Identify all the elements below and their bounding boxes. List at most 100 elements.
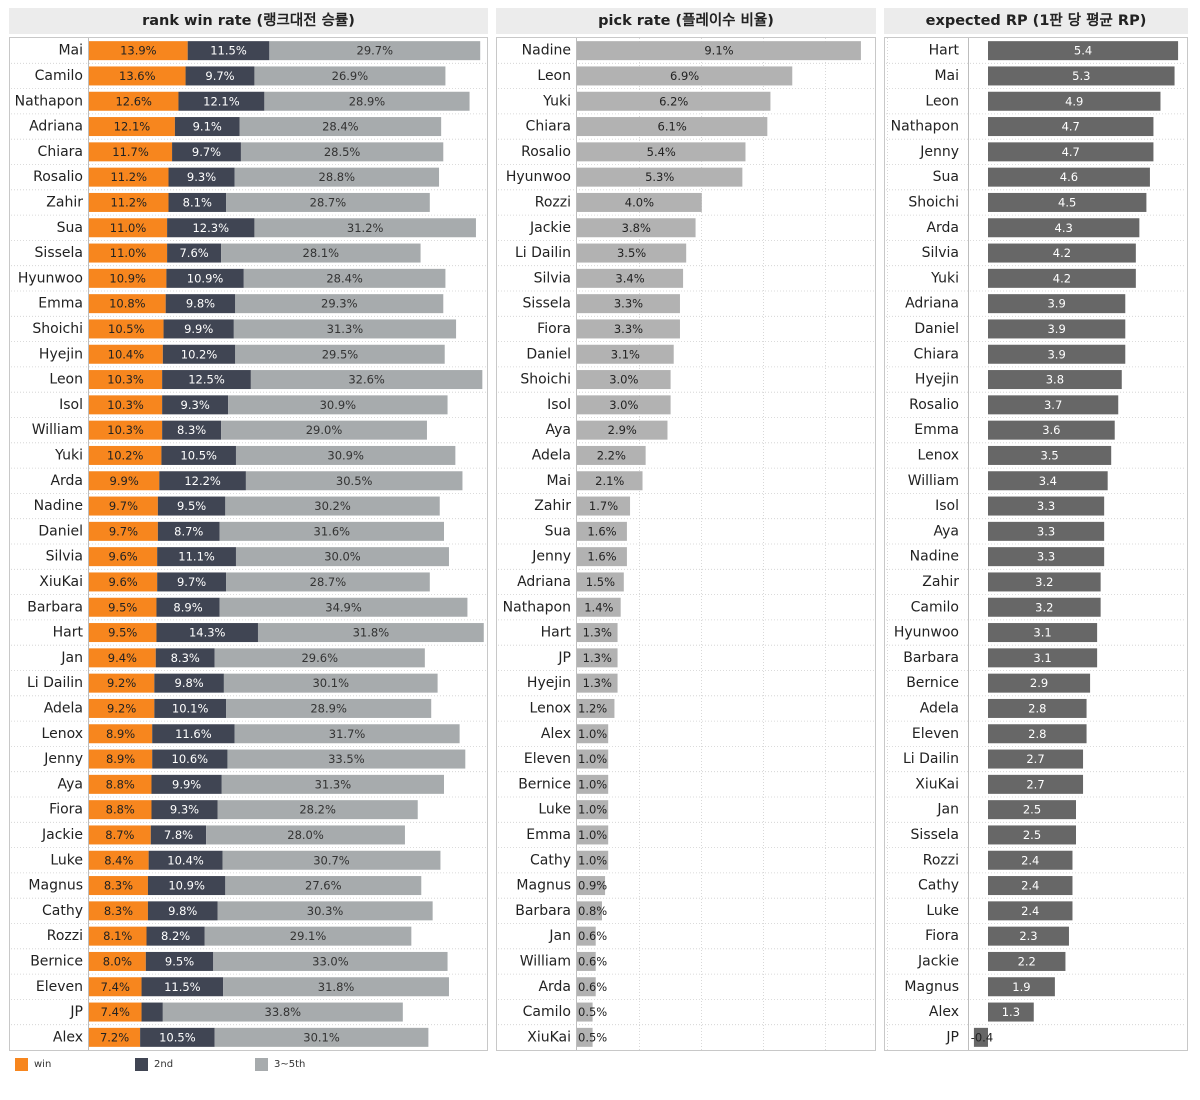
legend-swatch-2nd xyxy=(135,1058,148,1071)
bar-value-label: 28.7% xyxy=(310,195,347,209)
bar-segment-win xyxy=(89,192,169,212)
bar-value-label: 9.4% xyxy=(108,651,137,665)
pick-bar xyxy=(577,1002,593,1022)
category-label: Hyejin xyxy=(915,372,959,388)
bar-value-label: 6.1% xyxy=(658,120,687,134)
pick-bar xyxy=(577,167,743,187)
bar-value-label: 1.7% xyxy=(589,499,618,513)
legend-swatch-win xyxy=(15,1058,28,1071)
category-label: Li Dailin xyxy=(27,675,83,691)
bar-segment-win xyxy=(89,951,146,971)
bar-value-label: 7.2% xyxy=(100,1030,129,1044)
pick-bar xyxy=(577,673,618,693)
category-label: Cathy xyxy=(530,852,571,868)
bar-value-label: 1.3% xyxy=(583,651,612,665)
bar-value-label: 4.7 xyxy=(1062,145,1080,159)
bar-value-label: 30.2% xyxy=(314,499,351,513)
bar-value-label: 3.3 xyxy=(1037,550,1055,564)
bar-value-label: 10.8% xyxy=(109,297,146,311)
bar-value-label: 9.3% xyxy=(187,170,216,184)
bar-value-label: 27.6% xyxy=(305,879,342,893)
bar-value-label: 1.5% xyxy=(586,575,615,589)
bar-value-label: 8.3% xyxy=(104,904,133,918)
bar-value-label: 10.9% xyxy=(168,879,205,893)
bar-segment-win xyxy=(89,1002,142,1022)
category-label: Zahir xyxy=(534,498,571,514)
bar-value-label: 3.3 xyxy=(1037,524,1055,538)
bar-value-label: 30.9% xyxy=(320,398,357,412)
pick-bar xyxy=(577,977,596,997)
category-label: Alex xyxy=(541,726,571,742)
bar-value-label: 9.7% xyxy=(205,69,234,83)
category-label: Yuki xyxy=(542,93,571,109)
category-label: Leon xyxy=(49,372,83,388)
bar-value-label: 11.6% xyxy=(175,727,212,741)
bar-value-label: 2.5 xyxy=(1023,803,1041,817)
category-label: XiuKai xyxy=(39,574,83,590)
bar-segment-2nd xyxy=(151,800,218,820)
category-label: Sissela xyxy=(523,296,571,312)
bar-value-label: 4.2 xyxy=(1053,246,1071,260)
rp-bar xyxy=(988,471,1108,491)
rp-bar xyxy=(988,547,1105,567)
bar-value-label: 2.2 xyxy=(1018,954,1036,968)
bar-value-label: 9.5% xyxy=(108,626,137,640)
bar-segment-2nd xyxy=(167,243,222,263)
bar-value-label: 9.5% xyxy=(177,499,206,513)
bar-segment-win xyxy=(89,445,162,465)
rp-bar xyxy=(988,774,1084,794)
bar-value-label: 9.3% xyxy=(181,398,210,412)
category-label: Arda xyxy=(50,473,83,489)
bar-segment-3~5th xyxy=(204,926,412,946)
category-label: Isol xyxy=(935,498,959,514)
bar-value-label: 31.8% xyxy=(353,626,390,640)
bar-segment-3~5th xyxy=(221,420,427,440)
bar-segment-win xyxy=(89,749,153,769)
category-label: Silvia xyxy=(534,270,571,286)
bar-value-label: 1.0% xyxy=(578,727,607,741)
bar-value-label: 0.8% xyxy=(578,904,607,918)
bar-value-label: 7.6% xyxy=(179,246,208,260)
category-label: Nadine xyxy=(34,498,83,514)
rp-bar xyxy=(988,344,1126,364)
category-label: Luke xyxy=(926,903,959,919)
category-label: Shoichi xyxy=(908,194,959,210)
bar-segment-2nd xyxy=(152,749,228,769)
bar-segment-2nd xyxy=(167,218,255,238)
bar-value-label: 4.2 xyxy=(1053,271,1071,285)
bar-value-label: 1.3% xyxy=(583,676,612,690)
category-label: Mai xyxy=(58,43,83,59)
bar-segment-win xyxy=(89,850,149,870)
bar-segment-win xyxy=(89,496,158,516)
category-label: Nathapon xyxy=(891,119,959,135)
category-label: JP xyxy=(557,650,571,666)
bar-value-label: 9.5% xyxy=(165,954,194,968)
bar-value-label: 30.0% xyxy=(324,550,361,564)
bar-value-label: 12.6% xyxy=(115,94,152,108)
bar-segment-win xyxy=(89,547,158,567)
category-label: Eleven xyxy=(912,726,959,742)
bar-value-label: 9.9% xyxy=(172,777,201,791)
bar-segment-2nd xyxy=(145,951,214,971)
rp-bar xyxy=(988,901,1073,921)
bar-value-label: 3.1% xyxy=(611,347,640,361)
bar-segment-2nd xyxy=(154,698,227,718)
bar-value-label: 28.1% xyxy=(303,246,340,260)
pick-bar xyxy=(577,901,602,921)
bar-segment-win xyxy=(89,724,153,744)
bar-value-label: 9.6% xyxy=(108,550,137,564)
bar-segment-win xyxy=(89,319,164,339)
category-label: Rozzi xyxy=(47,928,83,944)
category-label: Adela xyxy=(532,447,571,463)
category-label: Mai xyxy=(546,473,571,489)
bar-segment-2nd xyxy=(174,117,240,137)
bar-segment-3~5th xyxy=(206,825,405,845)
legend-swatch-3to5 xyxy=(255,1058,268,1071)
rp-bar xyxy=(988,572,1101,592)
category-label: Sua xyxy=(933,169,959,185)
bar-value-label: 10.4% xyxy=(108,347,145,361)
bar-value-label: 6.9% xyxy=(670,69,699,83)
category-label: Arda xyxy=(926,220,959,236)
pick-bar xyxy=(577,66,793,86)
pick-bar xyxy=(577,192,702,212)
